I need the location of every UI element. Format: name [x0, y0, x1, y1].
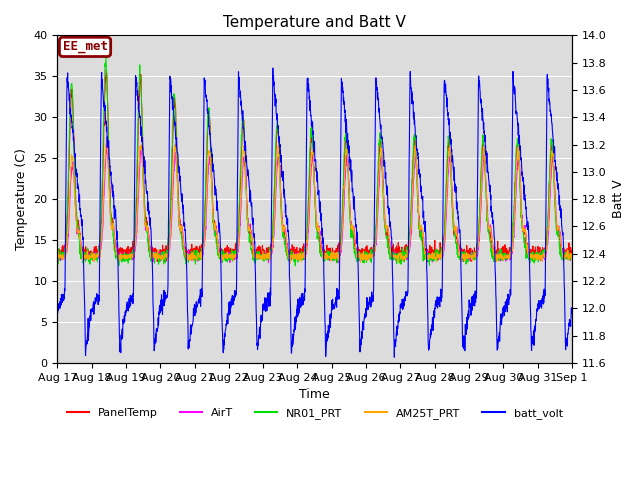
Y-axis label: Temperature (C): Temperature (C) [15, 148, 28, 250]
X-axis label: Time: Time [300, 388, 330, 401]
Legend: PanelTemp, AirT, NR01_PRT, AM25T_PRT, batt_volt: PanelTemp, AirT, NR01_PRT, AM25T_PRT, ba… [62, 403, 567, 423]
Text: EE_met: EE_met [63, 40, 108, 53]
Title: Temperature and Batt V: Temperature and Batt V [223, 15, 406, 30]
Y-axis label: Batt V: Batt V [612, 180, 625, 218]
